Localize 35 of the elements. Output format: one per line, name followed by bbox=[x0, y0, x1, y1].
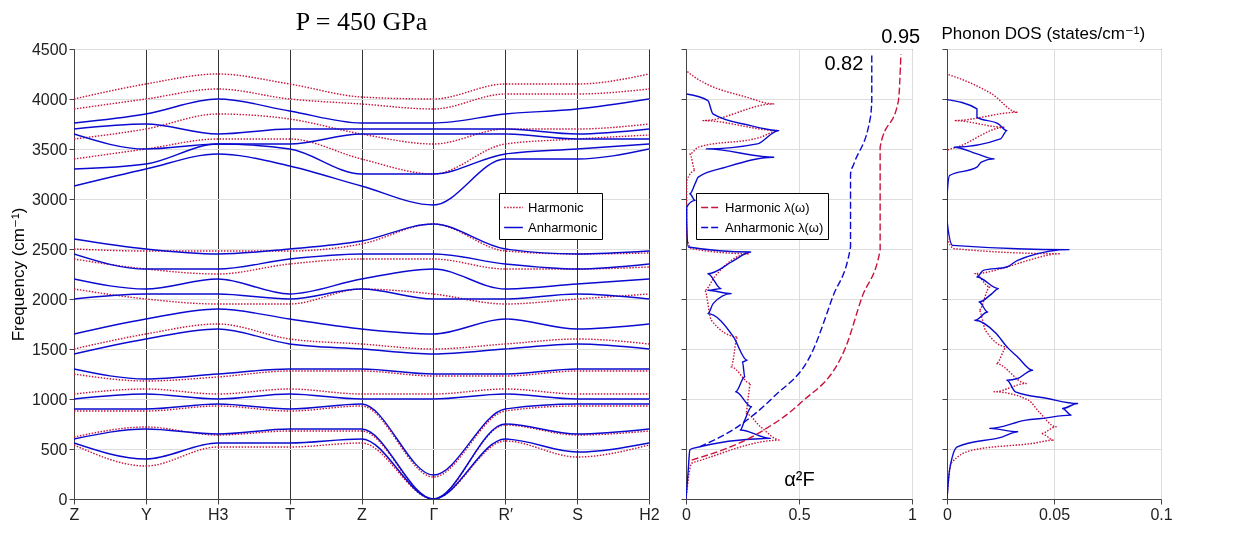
y-tick-label: 3500 bbox=[31, 140, 68, 158]
x-tick-label: Z bbox=[357, 505, 368, 523]
y-axis-title: Frequency (cm⁻¹) bbox=[8, 207, 28, 342]
y-tick-label: 4000 bbox=[31, 90, 68, 108]
y-tick-label: 3000 bbox=[31, 190, 68, 208]
legend-label: Anharmonic bbox=[528, 219, 598, 235]
y-tick-label: 1500 bbox=[31, 340, 68, 358]
y-tick-label: 0 bbox=[58, 490, 68, 508]
x-tick-label: Z bbox=[69, 505, 80, 523]
x-axis-title: α²F bbox=[784, 467, 815, 490]
y-tick-label: 4500 bbox=[31, 40, 68, 58]
x-tick-label: Γ bbox=[429, 505, 439, 523]
legend-label: Harmonic bbox=[528, 199, 585, 215]
x-tick-label: Y bbox=[141, 505, 153, 523]
chart-title: Phonon DOS (states/cm⁻¹) bbox=[941, 23, 1146, 43]
annotation: 0.82 bbox=[824, 52, 864, 74]
x-tick-label: 1 bbox=[908, 505, 918, 523]
x-tick-label: H2 bbox=[639, 505, 660, 523]
x-tick-label: 0.5 bbox=[788, 505, 811, 523]
chart-title: P = 450 GPa bbox=[295, 7, 428, 36]
y-tick-label: 1000 bbox=[31, 390, 68, 408]
legend-label: Harmonic λ(ω) bbox=[725, 199, 810, 215]
x-tick-label: 0 bbox=[943, 505, 953, 523]
x-tick-label: 0.1 bbox=[1150, 505, 1173, 523]
x-tick-label: S bbox=[572, 505, 583, 523]
x-tick-label: 0 bbox=[682, 505, 692, 523]
x-tick-label: T bbox=[285, 505, 296, 523]
x-tick-label: H3 bbox=[208, 505, 229, 523]
annotation: 0.95 bbox=[881, 25, 921, 47]
y-tick-label: 2000 bbox=[31, 290, 68, 308]
y-tick-label: 2500 bbox=[31, 240, 68, 258]
y-tick-label: 500 bbox=[40, 440, 68, 458]
x-tick-label: R′ bbox=[498, 505, 514, 523]
legend-label: Anharmonic λ(ω) bbox=[725, 219, 824, 235]
x-tick-label: 0.05 bbox=[1038, 505, 1071, 523]
